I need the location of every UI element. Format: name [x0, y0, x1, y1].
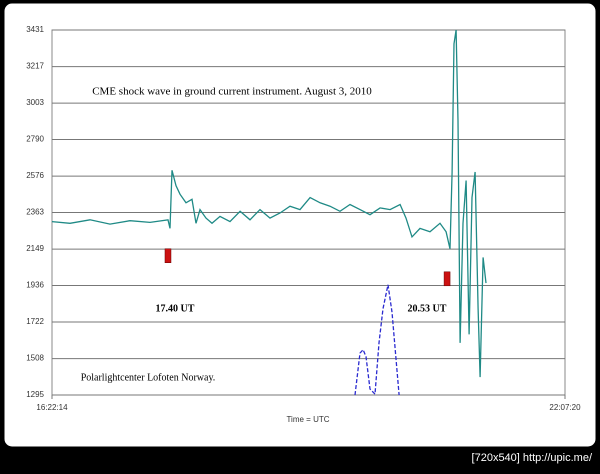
y-tick-label: 1722: [26, 317, 44, 326]
x-tick-label: 22:07:20: [549, 403, 581, 412]
annotation: Polarlightcenter Lofoten Norway.: [81, 372, 216, 383]
event-marker: [164, 248, 172, 263]
y-tick-label: 1295: [26, 390, 44, 399]
y-tick-label: 3431: [26, 25, 44, 34]
event-marker: [443, 271, 451, 287]
y-tick-label: 1936: [26, 281, 44, 290]
annotation: 20.53 UT: [408, 303, 447, 314]
y-tick-label: 2363: [26, 208, 44, 217]
chart-title: CME shock wave in ground current instrum…: [92, 86, 372, 98]
y-tick-label: 2576: [26, 171, 44, 180]
panel: [3, 2, 597, 448]
y-tick-label: 3217: [26, 62, 44, 71]
footer: [720x540] http://upic.me/: [472, 452, 593, 464]
y-tick-label: 3003: [26, 98, 44, 107]
series-line: [51, 29, 487, 378]
annotation: 17.40 UT: [156, 303, 195, 314]
y-tick-label: 2790: [26, 135, 44, 144]
y-tick-label: 1508: [26, 354, 44, 363]
x-tick-label: 16:22:14: [36, 403, 68, 412]
y-tick-label: 2149: [26, 244, 44, 253]
x-axis-label: Time = UTC: [286, 415, 329, 424]
